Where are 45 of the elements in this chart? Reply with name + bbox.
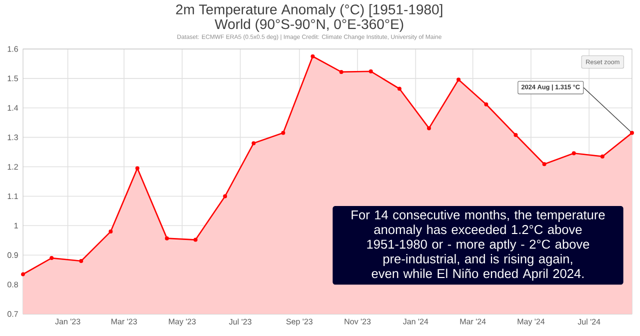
y-tick-label: 0.7 — [7, 311, 18, 317]
annotation: For 14 consecutive months, the temperature anomaly has exceeded 1.2°C above 1951-1980 or - more aptly - 2°C above pre-industrial, and is rising again, even while El Niño ended April 2024. — [352, 210, 605, 281]
y-tick-label: 1.1 — [8, 193, 18, 199]
point — [397, 86, 402, 91]
y-tick-label: 0.8 — [7, 282, 18, 288]
point — [223, 194, 228, 198]
point — [600, 154, 604, 158]
point — [194, 238, 198, 242]
point — [135, 166, 140, 170]
point — [339, 70, 344, 74]
point — [79, 258, 84, 263]
y-tick-label: 1.4 — [8, 105, 18, 111]
point — [164, 236, 169, 240]
x-tick-label: Mar '23 — [111, 318, 137, 324]
x-tick-label: Nov '23 — [344, 318, 371, 324]
x-tick-label: Sep '23 — [286, 318, 312, 326]
x-tick-label: Jul '24 — [578, 318, 600, 325]
x-tick-label: Jan '23 — [55, 318, 80, 324]
point — [368, 69, 373, 74]
chart-subtitle: World (90°S-90°N, 0°E-360°E) — [214, 18, 404, 32]
x-tick-label: May '24 — [518, 318, 545, 326]
y-tick-label: 1.6 — [8, 46, 18, 52]
point — [514, 132, 518, 137]
y-tick-label: 1.2 — [8, 164, 18, 170]
point — [281, 130, 286, 135]
y-tick-label: 1.3 — [8, 134, 18, 140]
y-tick-label: 1.5 — [8, 76, 18, 82]
x-tick-label: Jul '23 — [228, 318, 252, 325]
y-tick-label: 1 — [14, 222, 18, 228]
point — [21, 272, 26, 276]
x-tick-label: Jan '24 — [403, 318, 428, 324]
point — [426, 126, 431, 130]
point — [252, 141, 256, 146]
point — [484, 102, 488, 106]
point — [542, 162, 546, 166]
point — [108, 230, 113, 234]
chart-title: 2m Temperature Anomaly (°C) [1951-1980] — [176, 4, 442, 18]
point — [310, 54, 315, 58]
point — [630, 130, 634, 135]
y-tick-label: 0.9 — [7, 252, 18, 258]
point — [50, 256, 54, 260]
point — [572, 151, 576, 156]
x-tick-label: May '23 — [168, 318, 196, 326]
x-tick-label: Mar '24 — [460, 318, 486, 324]
point — [456, 78, 461, 82]
